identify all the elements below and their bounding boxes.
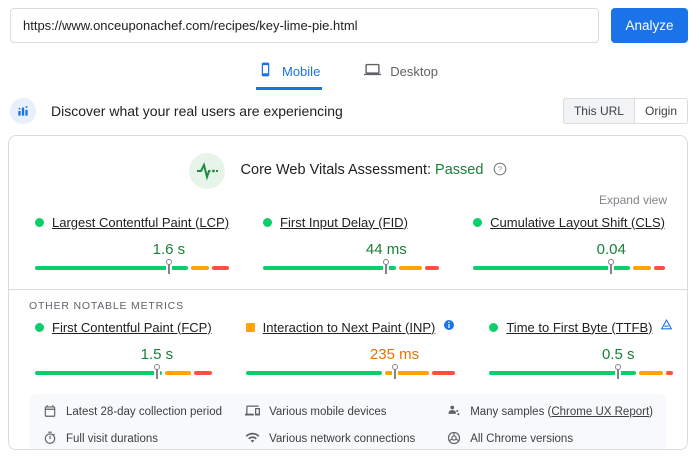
tab-mobile-label: Mobile	[282, 63, 321, 79]
metric-link-ttfb[interactable]: Time to First Byte (TTFB)	[506, 319, 653, 335]
info-network: Various network connections	[245, 430, 427, 448]
url-bar: Analyze	[10, 8, 688, 43]
info-collection-period: Latest 28-day collection period	[43, 403, 225, 421]
metric-fid: First Input Delay (FID) 44 ms	[263, 213, 440, 279]
cwv-assessment: Core Web Vitals Assessment: Passed ?	[9, 153, 687, 189]
info-devices: Various mobile devices	[245, 403, 427, 421]
help-icon[interactable]: ?	[493, 162, 507, 180]
status-square-ni	[245, 322, 255, 332]
p75-marker	[615, 364, 622, 379]
info-text: Various mobile devices	[269, 406, 387, 418]
core-vitals-row: Largest Contentful Paint (LCP) 1.6 s Fir…	[9, 213, 687, 279]
tab-mobile[interactable]: Mobile	[256, 55, 323, 90]
cls-distribution-bar: 0.04	[473, 231, 665, 279]
chrome-ux-report-link[interactable]: Chrome UX Report	[551, 406, 650, 418]
metric-inp: Interaction to Next Paint (INP) 235 ms	[245, 318, 456, 384]
other-metrics-heading: OTHER NOTABLE METRICS	[29, 300, 184, 312]
chrome-icon	[447, 431, 461, 448]
distribution-track	[489, 371, 674, 375]
cwv-assessment-result: Passed	[435, 162, 484, 178]
inp-distribution-bar: 235 ms	[245, 336, 456, 384]
info-text: Various network connections	[269, 433, 416, 445]
tab-desktop[interactable]: Desktop	[362, 55, 440, 90]
section-divider	[9, 289, 687, 290]
status-dot-good	[473, 217, 483, 227]
analyze-button[interactable]: Analyze	[611, 8, 688, 43]
metric-value: 0.5 s	[601, 346, 635, 363]
device-tabs: Mobile Desktop	[0, 55, 696, 90]
metric-link-lcp[interactable]: Largest Contentful Paint (LCP)	[52, 214, 230, 230]
info-samples: Many samples (Chrome UX Report)	[447, 403, 653, 421]
smartphone-icon	[258, 62, 273, 80]
calendar-icon	[43, 404, 57, 421]
metric-link-cls[interactable]: Cumulative Layout Shift (CLS)	[490, 214, 665, 230]
tab-desktop-label: Desktop	[390, 63, 438, 79]
info-chrome-versions: All Chrome versions	[447, 430, 653, 448]
metric-ttfb: Time to First Byte (TTFB) 0.5 s	[489, 318, 674, 384]
status-dot-good	[263, 217, 273, 227]
scope-origin-button[interactable]: Origin	[634, 98, 688, 124]
info-durations: Full visit durations	[43, 430, 225, 448]
ttfb-distribution-bar: 0.5 s	[489, 336, 674, 384]
distribution-track	[35, 371, 212, 375]
collection-info: Latest 28-day collection period Various …	[29, 394, 667, 449]
p75-marker	[165, 259, 172, 274]
info-icon[interactable]	[443, 318, 455, 336]
metric-value: 44 ms	[365, 241, 407, 258]
pulse-icon	[188, 153, 225, 189]
distribution-track	[245, 371, 456, 375]
scope-toggle: This URL Origin	[562, 98, 688, 124]
distribution-track	[473, 266, 665, 270]
distribution-track	[35, 266, 230, 270]
experimental-icon[interactable]	[660, 318, 673, 336]
info-text: Many samples (Chrome UX Report)	[470, 406, 653, 418]
lcp-distribution-bar: 1.6 s	[35, 231, 230, 279]
stopwatch-icon	[43, 431, 57, 448]
field-data-title: Discover what your real users are experi…	[51, 103, 343, 119]
field-data-icon	[10, 98, 36, 124]
info-text: All Chrome versions	[470, 433, 574, 445]
p75-marker	[391, 364, 398, 379]
p75-marker	[608, 259, 615, 274]
metric-value: 0.04	[596, 241, 626, 258]
metric-value: 1.5 s	[140, 346, 174, 363]
url-input[interactable]	[10, 8, 599, 43]
metric-lcp: Largest Contentful Paint (LCP) 1.6 s	[35, 213, 230, 279]
metric-value: 235 ms	[369, 346, 420, 363]
p75-marker	[383, 259, 390, 274]
svg-text:?: ?	[498, 165, 502, 174]
field-data-header: Discover what your real users are experi…	[10, 96, 688, 126]
other-metrics-row: First Contentful Paint (FCP) 1.5 s Inter…	[9, 318, 687, 384]
cwv-assessment-text: Core Web Vitals Assessment: Passed ?	[241, 162, 508, 180]
metric-link-fid[interactable]: First Input Delay (FID)	[280, 214, 408, 230]
status-dot-good	[35, 322, 44, 332]
metric-value: 1.6 s	[152, 241, 186, 258]
scope-this-url-button[interactable]: This URL	[562, 98, 635, 124]
metric-link-fcp[interactable]: First Contentful Paint (FCP)	[52, 319, 212, 335]
p75-marker	[153, 364, 160, 379]
field-data-card: Core Web Vitals Assessment: Passed ? Exp…	[8, 135, 688, 450]
metric-cls: Cumulative Layout Shift (CLS) 0.04	[473, 213, 665, 279]
fid-distribution-bar: 44 ms	[263, 231, 440, 279]
status-dot-good	[35, 217, 44, 227]
laptop-icon	[364, 61, 382, 81]
cwv-assessment-label: Core Web Vitals Assessment:	[240, 162, 432, 178]
metric-fcp: First Contentful Paint (FCP) 1.5 s	[35, 318, 212, 384]
status-dot-good	[489, 322, 499, 332]
wifi-icon	[245, 430, 260, 448]
info-text: Latest 28-day collection period	[66, 406, 222, 418]
expand-view-link[interactable]: Expand view	[598, 193, 667, 207]
mobile-devices-icon	[245, 403, 261, 421]
info-text: Full visit durations	[66, 433, 159, 445]
fcp-distribution-bar: 1.5 s	[35, 336, 212, 384]
samples-icon	[447, 404, 461, 421]
metric-link-inp[interactable]: Interaction to Next Paint (INP)	[262, 319, 436, 335]
distribution-track	[263, 266, 440, 270]
